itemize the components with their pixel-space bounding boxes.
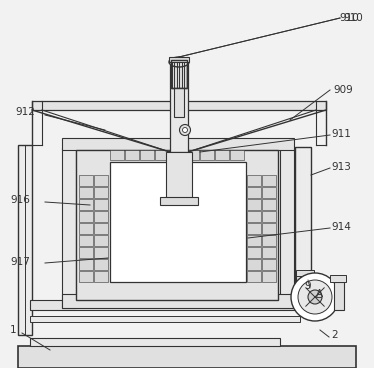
Bar: [155, 150, 169, 160]
Bar: [79, 235, 93, 246]
Bar: [247, 199, 261, 210]
Bar: [30, 316, 300, 322]
Text: 911: 911: [331, 129, 351, 139]
Bar: [110, 150, 124, 160]
Text: 910: 910: [339, 13, 359, 23]
Bar: [262, 175, 276, 186]
Bar: [125, 150, 139, 160]
Bar: [32, 101, 326, 110]
Bar: [280, 148, 294, 308]
Ellipse shape: [169, 57, 189, 67]
Text: 917: 917: [10, 257, 30, 267]
Bar: [79, 259, 93, 270]
Bar: [140, 150, 154, 160]
Bar: [330, 275, 346, 282]
Bar: [300, 276, 310, 284]
Text: 2: 2: [331, 330, 338, 340]
Bar: [110, 162, 246, 282]
Bar: [247, 259, 261, 270]
Circle shape: [308, 290, 322, 304]
Bar: [94, 235, 108, 246]
Text: 910: 910: [343, 13, 363, 23]
Text: 916: 916: [10, 195, 30, 205]
Bar: [296, 270, 314, 276]
Bar: [170, 150, 184, 160]
Bar: [94, 271, 108, 282]
Bar: [18, 346, 356, 368]
Bar: [215, 150, 229, 160]
Bar: [262, 211, 276, 222]
Bar: [262, 199, 276, 210]
Bar: [247, 271, 261, 282]
Bar: [79, 199, 93, 210]
Text: 912: 912: [15, 107, 35, 117]
Bar: [94, 223, 108, 234]
Bar: [62, 294, 294, 308]
Bar: [247, 211, 261, 222]
Bar: [94, 259, 108, 270]
Circle shape: [183, 127, 187, 132]
Text: 909: 909: [333, 85, 353, 95]
Bar: [79, 211, 93, 222]
Bar: [76, 150, 278, 300]
Bar: [94, 175, 108, 186]
Circle shape: [298, 280, 332, 314]
Text: A: A: [316, 289, 323, 299]
Bar: [171, 60, 187, 88]
Bar: [79, 175, 93, 186]
Bar: [160, 197, 198, 205]
Bar: [166, 152, 192, 200]
Bar: [185, 150, 199, 160]
Bar: [247, 235, 261, 246]
Bar: [262, 271, 276, 282]
Text: 913: 913: [331, 162, 351, 172]
Bar: [94, 187, 108, 198]
Bar: [247, 175, 261, 186]
Text: 9: 9: [304, 281, 311, 291]
Bar: [94, 211, 108, 222]
Bar: [94, 199, 108, 210]
Bar: [262, 223, 276, 234]
Bar: [230, 150, 244, 160]
Bar: [79, 247, 93, 258]
Bar: [296, 272, 306, 312]
Bar: [247, 223, 261, 234]
Bar: [170, 60, 188, 152]
Bar: [262, 259, 276, 270]
Bar: [30, 300, 300, 310]
Bar: [79, 223, 93, 234]
Bar: [169, 57, 189, 62]
Bar: [62, 148, 76, 308]
Bar: [79, 271, 93, 282]
Circle shape: [180, 124, 190, 135]
Bar: [262, 235, 276, 246]
Bar: [18, 145, 32, 335]
Bar: [295, 147, 311, 295]
Bar: [79, 187, 93, 198]
Bar: [174, 88, 184, 117]
Bar: [171, 60, 187, 88]
Bar: [94, 247, 108, 258]
Bar: [262, 187, 276, 198]
Text: 1: 1: [10, 325, 16, 335]
Bar: [247, 187, 261, 198]
Bar: [262, 247, 276, 258]
Bar: [200, 150, 214, 160]
Text: 914: 914: [331, 222, 351, 232]
Bar: [247, 247, 261, 258]
Bar: [334, 282, 344, 310]
Bar: [30, 338, 280, 346]
Bar: [62, 138, 294, 150]
Circle shape: [291, 273, 339, 321]
